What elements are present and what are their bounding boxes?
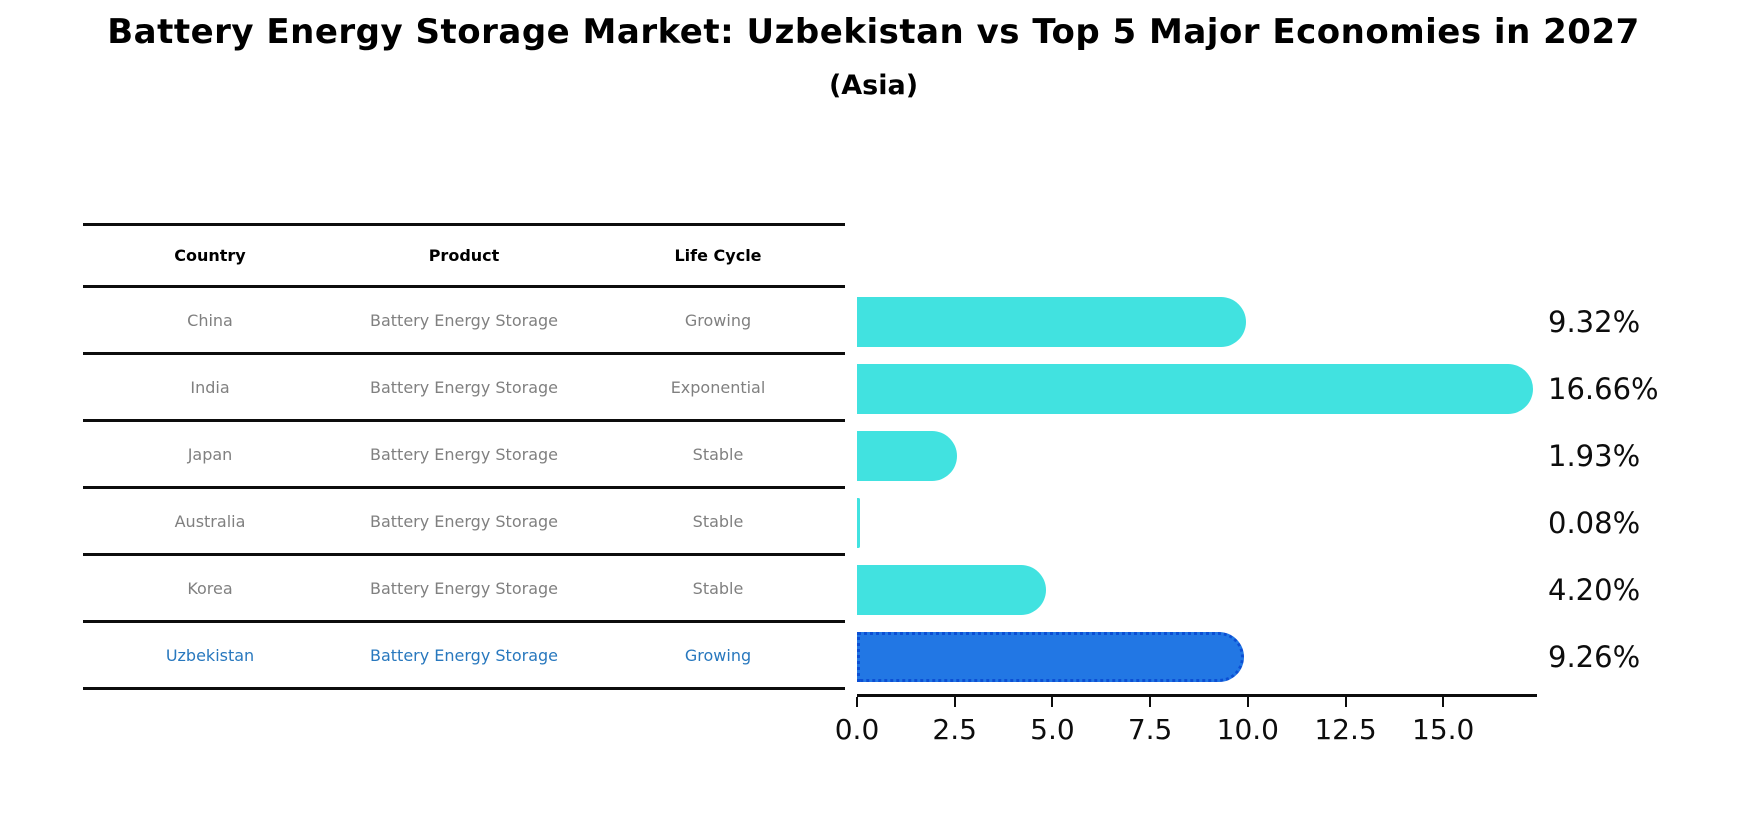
lifecycle-cell: Exponential <box>670 377 766 397</box>
table-row-japan: Japan Battery Energy Storage Stable <box>83 422 845 489</box>
lifecycle-cell: Stable <box>692 444 744 464</box>
value-label-korea: 4.20% <box>1548 572 1641 607</box>
x-tick-label: 12.5 <box>1314 713 1377 746</box>
x-tick-label: 7.5 <box>1127 713 1173 746</box>
value-label-uzbekistan: 9.26% <box>1548 639 1641 674</box>
bar-chart: 0.0 2.5 5.0 7.5 10.0 12.5 15.0 <box>835 288 1537 746</box>
tick-mark <box>1149 697 1152 707</box>
chart-subtitle: (Asia) <box>828 70 919 101</box>
country-cell: China <box>187 310 233 330</box>
col-header-lifecycle: Life Cycle <box>674 246 762 265</box>
table-row-korea: Korea Battery Energy Storage Stable <box>83 556 845 623</box>
tick-mark <box>1344 697 1347 707</box>
value-label-india: 16.66% <box>1548 371 1659 406</box>
lifecycle-cell: Stable <box>692 511 744 531</box>
value-label-japan: 1.93% <box>1548 438 1641 473</box>
col-header-product: Product <box>428 246 500 265</box>
table-row-india: India Battery Energy Storage Exponential <box>83 355 845 422</box>
product-cell: Battery Energy Storage <box>369 645 558 665</box>
bar-australia <box>857 497 861 548</box>
bar-korea <box>857 564 1047 615</box>
bar-japan <box>857 430 958 481</box>
table-row-china: China Battery Energy Storage Growing <box>83 288 845 355</box>
tick-mark <box>1051 697 1054 707</box>
x-tick-label: 2.5 <box>932 713 977 746</box>
country-cell: Uzbekistan <box>165 645 255 665</box>
country-cell: India <box>190 377 230 397</box>
product-cell: Battery Energy Storage <box>369 511 558 531</box>
data-table: Country Product Life Cycle China Battery… <box>83 223 845 690</box>
bar-india <box>857 363 1534 414</box>
product-cell: Battery Energy Storage <box>369 377 558 397</box>
country-cell: Korea <box>187 578 233 598</box>
table-row-australia: Australia Battery Energy Storage Stable <box>83 489 845 556</box>
tick-mark <box>953 697 956 707</box>
table-header-row: Country Product Life Cycle <box>83 223 845 288</box>
x-tick-label: 10.0 <box>1216 713 1279 746</box>
bar-china <box>857 296 1247 347</box>
country-cell: Japan <box>187 444 233 464</box>
tick-mark <box>1442 697 1445 707</box>
lifecycle-cell: Growing <box>684 310 752 330</box>
x-axis-line <box>857 694 1537 697</box>
bar-uzbekistan <box>857 631 1244 682</box>
product-cell: Battery Energy Storage <box>369 578 558 598</box>
x-tick-label: 5.0 <box>1030 713 1075 746</box>
col-header-country: Country <box>174 246 246 265</box>
tick-mark <box>856 697 858 707</box>
value-label-column: 9.32% 16.66% 1.93% 0.08% 4.20% 9.26% <box>1548 288 1738 690</box>
product-cell: Battery Energy Storage <box>369 444 558 464</box>
table-row-uzbekistan: Uzbekistan Battery Energy Storage Growin… <box>83 623 845 690</box>
lifecycle-cell: Stable <box>692 578 744 598</box>
x-tick-label: 15.0 <box>1412 713 1475 746</box>
country-cell: Australia <box>174 511 246 531</box>
product-cell: Battery Energy Storage <box>369 310 558 330</box>
lifecycle-cell: Growing <box>684 645 752 665</box>
tick-mark <box>1246 697 1249 707</box>
x-tick-label: 0.0 <box>834 713 880 746</box>
chart-title: Battery Energy Storage Market: Uzbekista… <box>107 12 1640 52</box>
value-label-australia: 0.08% <box>1548 505 1641 540</box>
value-label-china: 9.32% <box>1548 304 1641 339</box>
